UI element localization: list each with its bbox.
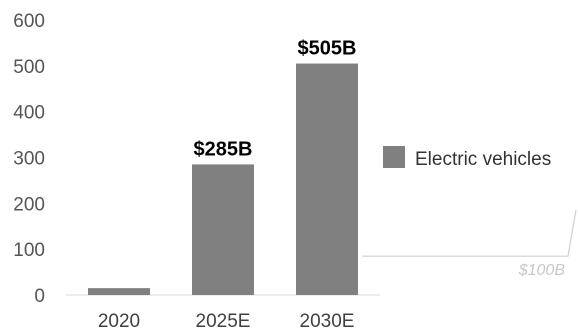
y-tick-label: 200 [13, 194, 45, 215]
data-labels: $285B $505B [194, 38, 357, 161]
legend-label-electric-vehicles: Electric vehicles [415, 149, 551, 170]
x-tick-label: 2025E [196, 311, 251, 332]
y-tick-label: 500 [13, 57, 45, 78]
legend: Electric vehicles [383, 146, 551, 170]
y-tick-label: 100 [13, 240, 45, 261]
bar-2020 [88, 288, 150, 295]
y-tick-label: 600 [13, 11, 45, 32]
annotation-label: $100B [518, 262, 566, 279]
x-axis-category-labels: 2020 2025E 2030E [98, 311, 355, 332]
data-label-2030e: $505B [298, 38, 357, 60]
annotation-connector-line [362, 209, 577, 257]
bars [88, 63, 358, 295]
y-tick-label: 0 [34, 286, 45, 307]
y-axis-ticks: 0 100 200 300 400 500 600 [13, 11, 45, 307]
legend-swatch-electric-vehicles [383, 146, 405, 168]
data-label-2025e: $285B [194, 138, 253, 160]
annotation: $100B [362, 209, 577, 279]
x-tick-label: 2030E [300, 311, 355, 332]
bar-2030e [296, 63, 358, 295]
y-tick-label: 300 [13, 149, 45, 170]
bar-2025e [192, 164, 254, 295]
y-tick-label: 400 [13, 103, 45, 124]
x-tick-label: 2020 [98, 311, 140, 332]
